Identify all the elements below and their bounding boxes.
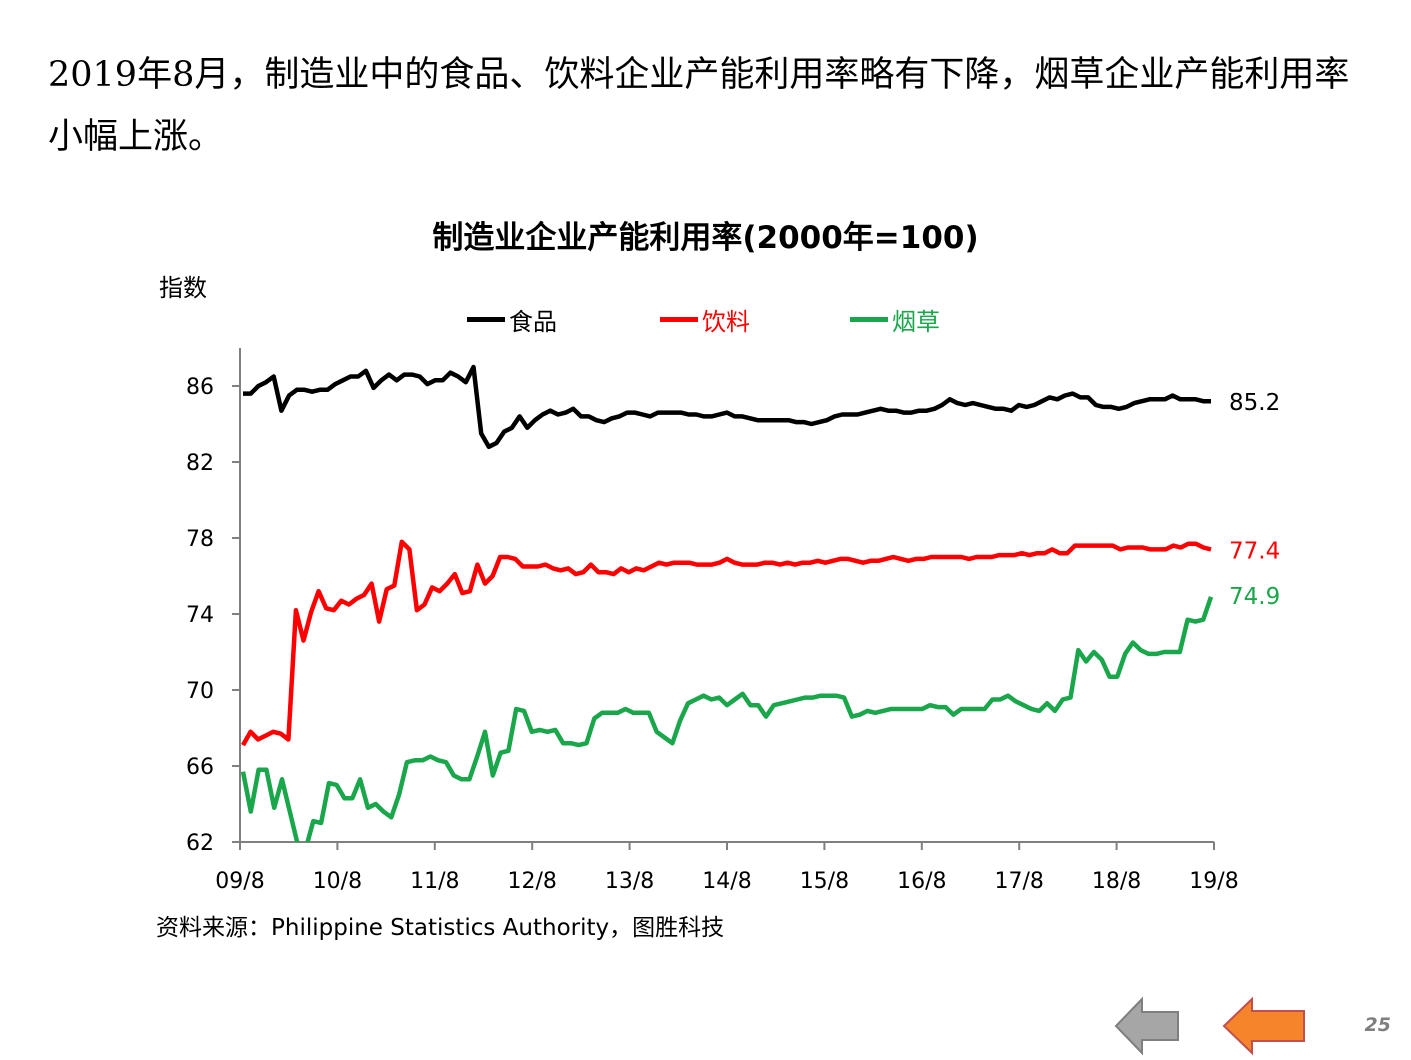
y-tick-label: 78 — [186, 527, 214, 552]
prev-page-button[interactable] — [1114, 996, 1180, 1060]
y-tick-label: 70 — [186, 679, 214, 704]
x-tick-label: 19/8 — [1189, 869, 1238, 894]
chart-legend: 食品 饮料 烟草 — [0, 302, 1411, 342]
x-tick-label: 13/8 — [605, 869, 654, 894]
chart-title: 制造业企业产能利用率(2000年=100) — [432, 220, 979, 256]
y-tick-label: 62 — [186, 831, 214, 856]
legend-swatch-beverage — [660, 317, 698, 322]
x-tick-label: 18/8 — [1092, 869, 1141, 894]
x-tick-label: 15/8 — [800, 869, 849, 894]
y-tick-label: 86 — [186, 375, 214, 400]
x-tick-label: 14/8 — [702, 869, 751, 894]
series-end-label: 74.9 — [1229, 584, 1280, 610]
y-tick-label: 74 — [186, 603, 214, 628]
page-number: 25 — [1364, 1014, 1391, 1036]
x-tick-label: 12/8 — [507, 869, 556, 894]
legend-item-beverage: 饮料 — [660, 302, 750, 337]
series-line-2 — [240, 596, 1214, 842]
x-tick-label: 09/8 — [215, 869, 264, 894]
x-tick-label: 10/8 — [313, 869, 362, 894]
legend-swatch-tobacco — [850, 317, 888, 322]
arrow-left-orange-icon — [1222, 996, 1305, 1056]
legend-label-food: 食品 — [509, 308, 557, 336]
x-tick-label: 17/8 — [994, 869, 1043, 894]
source-note: 资料来源：Philippine Statistics Authority，图胜科… — [156, 915, 725, 941]
series-end-label: 85.2 — [1229, 390, 1280, 416]
legend-label-tobacco: 烟草 — [892, 308, 940, 336]
x-tick-label: 11/8 — [410, 869, 459, 894]
x-tick-label: 16/8 — [897, 869, 946, 894]
arrow-left-gray-icon — [1114, 996, 1179, 1056]
series-line-0 — [243, 364, 1211, 450]
headline-text: 2019年8月，制造业中的食品、饮料企业产能利用率略有下降，烟草企业产能利用率小… — [48, 55, 1350, 157]
series-line-1 — [241, 539, 1212, 747]
legend-item-tobacco: 烟草 — [850, 302, 940, 337]
legend-swatch-food — [467, 317, 505, 322]
y-tick-label: 82 — [186, 451, 214, 476]
series-end-label: 77.4 — [1229, 538, 1280, 564]
y-axis-unit-label: 指数 — [159, 274, 207, 302]
legend-item-food: 食品 — [467, 302, 557, 337]
next-page-button[interactable] — [1222, 996, 1306, 1060]
legend-label-beverage: 饮料 — [702, 308, 750, 336]
y-tick-label: 66 — [186, 755, 214, 780]
